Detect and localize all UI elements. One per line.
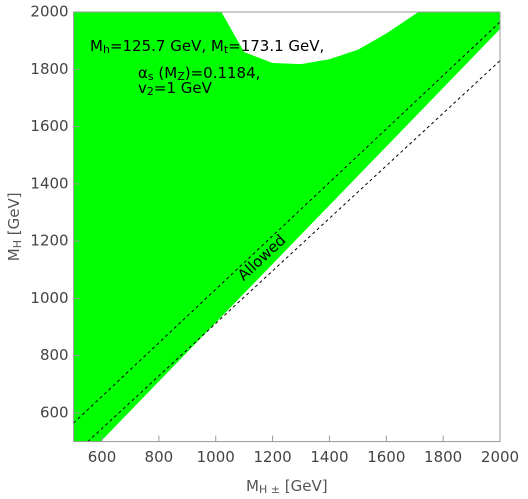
- x-tick-label: 2000: [481, 448, 519, 466]
- text-piece: M: [246, 477, 259, 495]
- y-tick-label: 800: [40, 346, 69, 364]
- subscript: 2: [147, 85, 154, 98]
- subscript: H ±: [259, 483, 280, 496]
- x-tick-label: 1000: [197, 448, 235, 466]
- text-piece: v: [138, 79, 147, 97]
- dashed-line: [73, 21, 501, 424]
- text-piece: M: [90, 37, 103, 55]
- subscript: t: [224, 43, 229, 56]
- x-tick-label: 1800: [424, 448, 462, 466]
- subscript: Z: [177, 70, 185, 83]
- subscript: h: [103, 43, 110, 56]
- y-tick-label: 1000: [30, 289, 68, 307]
- text-piece: =173.1 GeV,: [228, 37, 324, 55]
- annotation: Mh=125.7 GeV, Mt=173.1 GeV,: [90, 37, 324, 57]
- annotation: αs (MZ)=0.1184,: [138, 64, 260, 84]
- y-axis-label: MH [GeV]: [5, 192, 25, 261]
- y-tick-label: 2000: [30, 3, 68, 21]
- x-tick-label: 1200: [253, 448, 291, 466]
- text-piece: α: [138, 64, 148, 82]
- text-piece: [GeV]: [280, 477, 328, 495]
- x-tick-label: 1400: [310, 448, 348, 466]
- x-tick-label: 600: [88, 448, 117, 466]
- y-tick-label: 600: [40, 403, 69, 421]
- y-tick-label: 1400: [30, 174, 68, 192]
- x-tick-label: 1600: [367, 448, 405, 466]
- text-piece: M: [5, 248, 23, 261]
- text-piece: (M: [154, 64, 178, 82]
- y-tick-label: 1800: [30, 60, 68, 78]
- text-piece: =125.7 GeV, M: [110, 37, 224, 55]
- allowed-region: [73, 12, 500, 442]
- text-piece: =1 GeV: [154, 79, 213, 97]
- annotation: v2=1 GeV: [138, 79, 213, 99]
- text-piece: )=0.1184,: [185, 64, 261, 82]
- text-piece: [GeV]: [5, 192, 23, 240]
- subscript: H: [11, 240, 24, 248]
- y-tick-label: 1600: [30, 117, 68, 135]
- y-tick-label: 1200: [30, 232, 68, 250]
- x-axis-label: MH ± [GeV]: [246, 477, 328, 497]
- plot-frame: [73, 11, 501, 443]
- x-tick-label: 800: [145, 448, 174, 466]
- subscript: s: [148, 70, 154, 83]
